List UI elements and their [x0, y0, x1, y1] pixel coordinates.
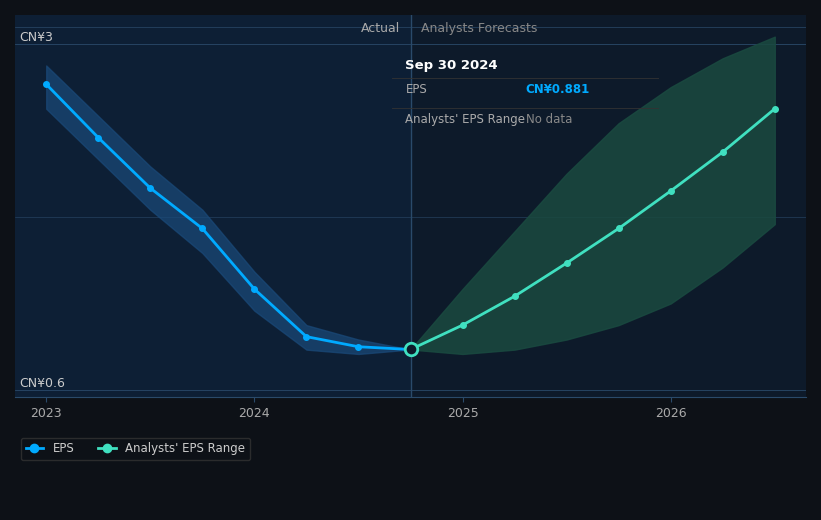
Bar	[410, 15, 806, 397]
Bar	[15, 15, 410, 397]
Text: Analysts' EPS Range: Analysts' EPS Range	[406, 113, 525, 126]
Text: Sep 30 2024: Sep 30 2024	[406, 59, 498, 72]
Text: CN¥0.6: CN¥0.6	[19, 377, 65, 390]
Text: No data: No data	[525, 113, 572, 126]
Text: CN¥3: CN¥3	[19, 31, 53, 44]
Text: EPS: EPS	[406, 83, 427, 96]
Text: Actual: Actual	[361, 22, 400, 35]
Legend: EPS, Analysts' EPS Range: EPS, Analysts' EPS Range	[21, 438, 250, 460]
Text: CN¥0.881: CN¥0.881	[525, 83, 590, 96]
Text: Analysts Forecasts: Analysts Forecasts	[421, 22, 537, 35]
